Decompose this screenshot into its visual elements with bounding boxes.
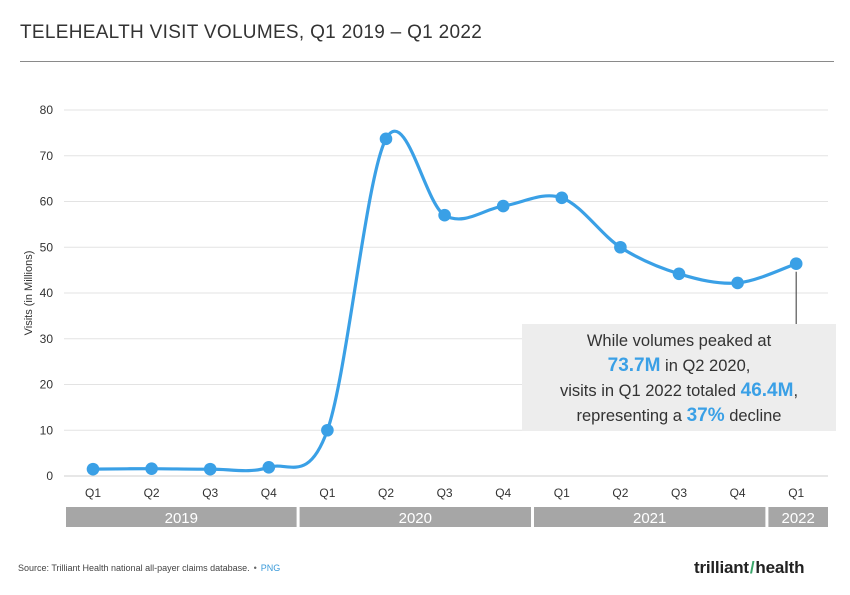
x-tick-labels: Q1 Q2 Q3 Q4 Q1 Q2 Q3 Q4 Q1 Q2 Q3 Q4 Q1 bbox=[85, 486, 805, 500]
source-footer: Source: Trilliant Health national all-pa… bbox=[18, 563, 280, 573]
x-tick-0: Q1 bbox=[85, 486, 101, 500]
series-line bbox=[91, 129, 798, 473]
data-point-6 bbox=[438, 208, 451, 222]
x-tick-6: Q3 bbox=[437, 486, 453, 500]
year-label-2020: 2020 bbox=[399, 510, 432, 527]
x-tick-12: Q1 bbox=[788, 486, 804, 500]
data-point-2 bbox=[203, 462, 217, 476]
data-point-5 bbox=[379, 132, 393, 146]
data-point-11 bbox=[731, 276, 744, 290]
year-band-2019 bbox=[66, 507, 297, 527]
data-point-7 bbox=[496, 199, 510, 213]
data-point-12 bbox=[789, 257, 803, 271]
chart-title: TELEHEALTH VISIT VOLUMES, Q1 2019 – Q1 2… bbox=[20, 22, 483, 43]
annotation-box: While volumes peaked at 73.7M in Q2 2020,… bbox=[522, 324, 836, 431]
y-tick-10: 10 bbox=[40, 423, 54, 437]
annotation-line-2: 73.7M in Q2 2020, bbox=[608, 355, 751, 376]
y-tick-20: 20 bbox=[40, 378, 54, 392]
year-band-2022 bbox=[768, 507, 828, 527]
y-tick-80: 80 bbox=[40, 103, 54, 117]
gridlines bbox=[64, 109, 828, 477]
y-tick-labels: 0 10 20 30 40 50 60 70 80 bbox=[40, 103, 54, 483]
data-points bbox=[86, 132, 803, 476]
annotation-background bbox=[522, 324, 836, 431]
logo-text-left: trilliant bbox=[694, 558, 749, 577]
annotation-line-4: representing a 37% decline bbox=[577, 405, 782, 426]
data-point-1 bbox=[145, 462, 158, 475]
y-tick-40: 40 bbox=[40, 286, 54, 300]
data-point-9 bbox=[614, 240, 627, 254]
data-point-0 bbox=[86, 462, 100, 476]
x-tick-5: Q2 bbox=[378, 486, 394, 500]
annotation-line-1: While volumes peaked at bbox=[587, 332, 772, 350]
footer-separator: • bbox=[253, 563, 257, 573]
y-tick-60: 60 bbox=[40, 195, 54, 209]
year-band-2020 bbox=[299, 507, 531, 527]
year-bands: 2019 2020 2021 2022 bbox=[66, 507, 828, 527]
logo-slash-icon: / bbox=[749, 558, 755, 577]
x-tick-7: Q4 bbox=[495, 486, 511, 500]
x-tick-1: Q2 bbox=[144, 486, 160, 500]
annotation-line-3: visits in Q1 2022 totaled 46.4M, bbox=[560, 380, 798, 401]
y-tick-70: 70 bbox=[40, 149, 54, 163]
x-tick-11: Q4 bbox=[730, 486, 746, 500]
x-tick-10: Q3 bbox=[671, 486, 687, 500]
year-label-2019: 2019 bbox=[165, 510, 198, 527]
y-axis-label: Visits (in Millions) bbox=[23, 251, 35, 336]
y-tick-30: 30 bbox=[40, 332, 54, 346]
data-point-10 bbox=[672, 267, 686, 281]
year-label-2022: 2022 bbox=[782, 510, 815, 527]
logo-text-right: health bbox=[755, 558, 805, 577]
data-point-3 bbox=[262, 461, 276, 474]
y-tick-0: 0 bbox=[46, 469, 53, 483]
source-text: Source: Trilliant Health national all-pa… bbox=[18, 563, 250, 573]
x-tick-4: Q1 bbox=[319, 486, 335, 500]
data-point-8 bbox=[555, 191, 569, 205]
x-tick-2: Q3 bbox=[202, 486, 218, 500]
x-tick-8: Q1 bbox=[554, 486, 570, 500]
y-tick-50: 50 bbox=[40, 240, 54, 254]
png-link[interactable]: PNG bbox=[260, 563, 281, 573]
x-tick-9: Q2 bbox=[612, 486, 628, 500]
year-label-2021: 2021 bbox=[633, 510, 666, 527]
year-band-2021 bbox=[534, 507, 766, 527]
trilliant-health-logo: trilliant/health bbox=[694, 558, 804, 578]
data-point-4 bbox=[321, 423, 334, 437]
title-divider bbox=[20, 61, 834, 62]
x-tick-3: Q4 bbox=[261, 486, 277, 500]
